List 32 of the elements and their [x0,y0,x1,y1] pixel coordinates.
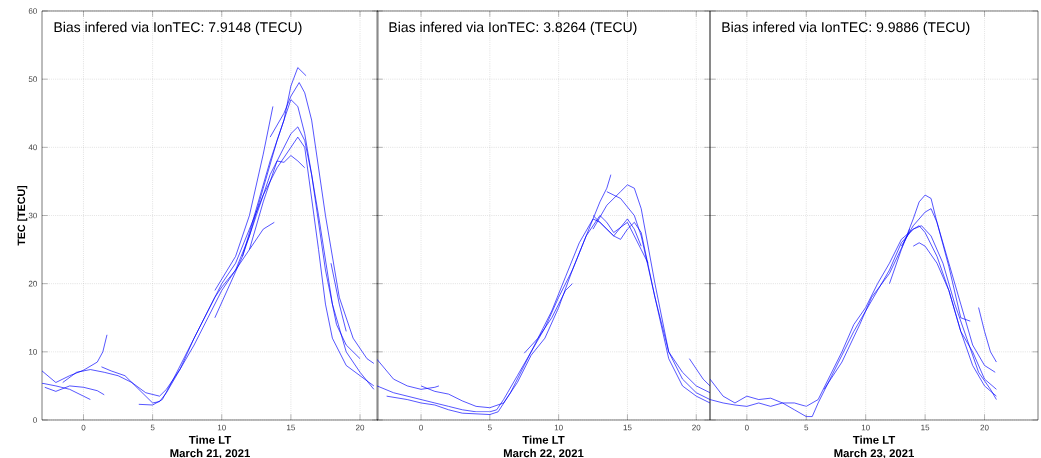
annotation: Bias infered via IonTEC: 3.8264 (TECU) [389,21,637,35]
x-tick-label: 10 [861,424,870,431]
x-tick-label: 15 [921,424,930,431]
y-tick-label: 40 [28,144,37,151]
x-axis-title: Time LT [852,435,896,444]
x-tick-label: 20 [980,424,989,431]
y-tick-label: 60 [28,8,37,14]
x-tick-label: 0 [419,424,423,431]
text: March 21, 2021 [170,448,250,458]
x-tick-label: 5 [487,424,492,431]
y-tick-label: 50 [28,76,37,83]
x-tick-label: 15 [287,424,296,431]
y-tick-label: 30 [28,212,37,219]
annotation: Bias infered via IonTEC: 7.9148 (TECU) [54,21,302,35]
x-tick-label: 5 [150,424,155,431]
y-tick-label: 0 [33,417,37,423]
x-tick-label: 10 [217,424,226,431]
x-tick-label: 10 [554,424,563,431]
x-tick-label: 20 [355,424,365,431]
x-axis-title: Time LT [522,435,565,444]
text: March 23, 2021 [834,448,914,458]
y-tick-label: 10 [29,349,37,355]
y-tick-label: 20 [28,280,37,287]
annotation: Bias infered via IonTEC: 9.9886 (TECU) [722,21,970,35]
x-tick-label: 0 [81,424,86,431]
x-tick-label: 0 [744,424,749,431]
y-axis-title: TEC [TECU] [17,185,28,246]
text: March 22, 2021 [503,448,584,458]
x-axis-title: Time LT [188,435,232,444]
x-tick-label: 15 [623,424,632,431]
x-tick-label: 5 [804,424,809,431]
x-tick-label: 20 [692,424,701,431]
